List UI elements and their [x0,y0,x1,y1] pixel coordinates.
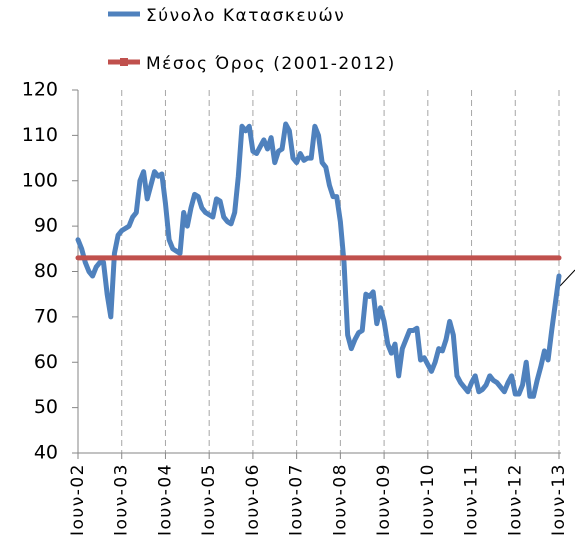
x-tick-label: Ιουν-02 [68,463,88,536]
x-tick-label: Ιουν-12 [505,463,525,536]
x-tick-label: Ιουν-04 [155,463,175,536]
y-tick-label: 60 [34,351,58,373]
x-tick-label: Ιουν-08 [330,463,350,536]
y-tick-label: 50 [34,396,58,418]
x-tick-label: Ιουν-05 [199,463,219,536]
y-tick-label: 70 [34,305,58,327]
x-tick-label: Ιουν-13 [549,463,569,536]
series-line [75,121,562,399]
callout-leader [559,269,575,287]
legend-label: Σύνολο Κατασκευών [146,6,345,26]
x-tick-label: Ιουν-09 [374,463,394,536]
legend-label: Μέσος Όρος (2001-2012) [146,54,396,74]
y-tick-label: 40 [34,442,58,464]
y-tick-label: 110 [22,124,58,146]
legend-marker [120,58,128,66]
x-tick-label: Ιουν-11 [462,463,482,536]
y-tick-label: 100 [22,169,58,191]
x-tick-label: Ιουν-10 [418,463,438,536]
y-tick-label: 120 [22,79,58,101]
x-tick-label: Ιουν-03 [112,463,132,536]
x-tick-label: Ιουν-06 [243,463,263,536]
y-tick-label: 90 [34,215,58,237]
x-tick-label: Ιουν-07 [287,463,307,536]
y-tick-label: 80 [34,260,58,282]
